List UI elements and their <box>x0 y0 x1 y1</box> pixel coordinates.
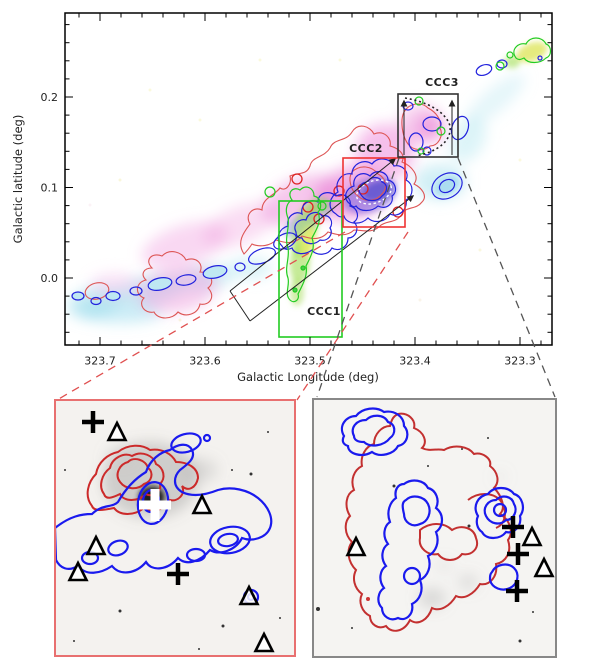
ccc1-label: CCC1 <box>307 305 341 318</box>
markers-right-panel <box>345 516 555 602</box>
tiny-red-dot <box>366 597 370 601</box>
white-dashed-contour <box>355 179 393 205</box>
axis-ticks <box>65 13 552 345</box>
ccc3-box <box>397 93 459 158</box>
star-dots <box>64 431 281 650</box>
background-noise <box>88 58 522 322</box>
markers-left-panel <box>67 411 275 653</box>
red-contours <box>84 103 442 319</box>
x-tick-label: 323.6 <box>189 355 221 368</box>
ccc3-zoom-panel <box>312 398 557 658</box>
red-connector-right <box>296 231 409 401</box>
black-plus-marker <box>507 543 529 565</box>
gray-connector-left <box>316 157 400 398</box>
magenta-emission <box>90 104 445 314</box>
ccc2-label: CCC2 <box>349 142 383 155</box>
main-plot: CCC1 CCC2 CCC3 323.7 323.6 323.5 323.4 323.3… <box>11 12 553 384</box>
x-tick-label: 323.4 <box>399 355 431 368</box>
ccc3-extent-arrows <box>400 99 456 155</box>
x-tick-label: 323.5 <box>294 355 326 368</box>
triangle-marker <box>106 420 128 442</box>
y-tick-label: 0.2 <box>41 91 59 104</box>
triangle-marker <box>85 534 107 556</box>
triangle-marker <box>345 535 367 557</box>
triangle-marker <box>521 525 543 547</box>
ccc2-box <box>342 157 406 228</box>
gray-connector-right <box>457 157 556 398</box>
zoom-connector-lines <box>56 157 556 401</box>
y-tick-label: 0.0 <box>41 272 59 285</box>
left-panel-border <box>54 399 296 657</box>
triangle-marker <box>533 556 555 578</box>
black-plus-marker <box>167 563 189 585</box>
plot-frame <box>64 12 553 346</box>
y-axis-title: Galactic latitude (deg) <box>11 115 25 244</box>
blue-contours <box>71 55 543 306</box>
triangle-marker <box>67 560 89 582</box>
y-tick-label: 0.1 <box>41 182 59 195</box>
x-axis-title: Galactic Longitude (deg) <box>237 370 379 384</box>
black-plus-marker <box>506 580 528 602</box>
axis-tick-labels: 323.7 323.6 323.5 323.4 323.3 0.2 0.1 0.0 <box>41 91 536 368</box>
triangle-marker <box>191 493 213 515</box>
blue-contours-right-panel <box>340 407 524 621</box>
flow-band-arrows <box>229 158 415 322</box>
black-plus-marker <box>82 411 104 433</box>
greyscale-smudges <box>418 472 506 608</box>
ccc2-zoom-panel <box>54 399 296 657</box>
white-plus-marker <box>139 489 171 521</box>
right-panel-border <box>312 398 557 658</box>
black-plus-marker <box>502 516 524 538</box>
x-tick-label: 323.7 <box>84 355 116 368</box>
triangle-marker <box>238 584 260 606</box>
x-tick-label: 323.3 <box>504 355 536 368</box>
star-dots <box>316 437 534 643</box>
triangle-marker <box>253 631 275 653</box>
ccc3-label: CCC3 <box>425 76 459 89</box>
